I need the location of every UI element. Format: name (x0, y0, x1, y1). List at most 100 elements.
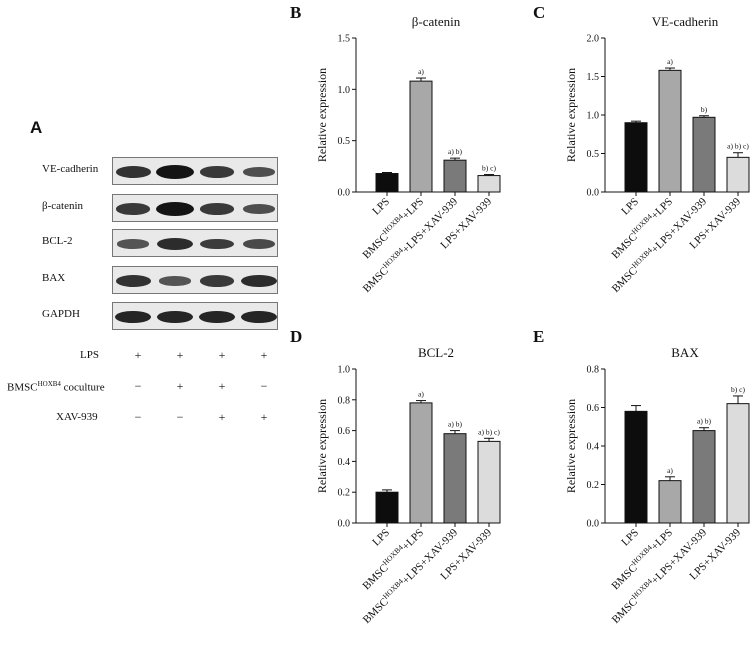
condition-mark: + (176, 379, 184, 393)
significance-label: b) c) (482, 164, 496, 173)
condition-mark: − (260, 379, 268, 393)
condition-mark: − (176, 410, 184, 424)
blot-strip (112, 302, 278, 330)
y-tick-label: 1.0 (338, 365, 351, 376)
blot-row-label: VE-cadherin (42, 163, 99, 175)
x-tick-label: LPS (370, 527, 392, 549)
significance-label: a) (667, 57, 673, 66)
blot-band (242, 239, 276, 249)
y-tick-label: 0.2 (338, 488, 351, 499)
bar (409, 80, 433, 193)
bar (726, 403, 750, 524)
significance-label: a) (418, 390, 424, 399)
blot-row-label: BCL-2 (42, 235, 73, 247)
significance-label: a) (418, 67, 424, 76)
condition-mark: + (218, 410, 226, 424)
chart-panel-e: E BAX 0.0 0.2 0.4 0.6 0.8 Relative expression LP… (533, 327, 750, 626)
bar (375, 491, 399, 524)
chart-title: β-catenin (412, 14, 461, 29)
chart-panel-c: C VE-cadherin 0.0 0.5 1.0 1.5 2.0 Relative expr… (533, 3, 750, 295)
bar (477, 175, 501, 193)
y-tick-label: 0.2 (587, 480, 600, 491)
y-tick-label: 0.8 (338, 395, 351, 406)
y-axis-label: Relative expression (564, 399, 578, 493)
y-tick-label: 0.4 (587, 442, 600, 453)
y-axis-label: Relative expression (315, 68, 329, 162)
blot-band (117, 239, 149, 249)
condition-mark: − (134, 379, 142, 393)
significance-label: a) (667, 466, 673, 475)
blot-band (115, 275, 151, 287)
panel-letter: E (533, 327, 544, 346)
bar (658, 69, 682, 193)
bar (409, 402, 433, 524)
blot-band (199, 166, 235, 178)
blot-band (115, 166, 151, 178)
blot-band (198, 310, 236, 324)
blot-band (159, 276, 191, 286)
condition-mark: + (260, 348, 268, 362)
condition-mark: + (134, 348, 142, 362)
blot-band (156, 165, 194, 179)
blot-row-label: GAPDH (42, 308, 80, 320)
significance-label: b) (701, 105, 708, 114)
significance-label: a) b) c) (727, 142, 749, 151)
blot-strip (112, 229, 278, 257)
blot-band (157, 237, 193, 251)
significance-label: a) b) (448, 147, 462, 156)
bar (443, 159, 467, 193)
blot-strip (112, 157, 278, 185)
blot-strip (112, 266, 278, 294)
blot-row-label: β-catenin (42, 200, 84, 212)
y-tick-label: 0.6 (587, 403, 600, 414)
y-tick-label: 0.0 (587, 188, 600, 199)
y-tick-label: 1.0 (338, 85, 351, 96)
blot-band (156, 202, 194, 216)
condition-label: XAV-939 (56, 411, 98, 423)
y-tick-label: 0.0 (338, 188, 351, 199)
bar (692, 116, 716, 193)
blot-band (241, 274, 277, 288)
chart-title: BCL-2 (418, 345, 454, 360)
y-tick-label: 0.6 (338, 426, 351, 437)
blot-row-label: BAX (42, 272, 66, 284)
blot-band (114, 310, 152, 324)
y-tick-label: 2.0 (587, 34, 600, 45)
y-axis-label: Relative expression (564, 68, 578, 162)
condition-mark: + (218, 348, 226, 362)
y-tick-label: 1.0 (587, 111, 600, 122)
y-tick-label: 1.5 (587, 72, 600, 83)
condition-mark: + (176, 348, 184, 362)
blot-band (115, 203, 151, 215)
bar (624, 410, 648, 524)
blot-band (156, 310, 194, 324)
bar (477, 440, 501, 524)
blot-band (199, 275, 235, 287)
chart-title: BAX (671, 345, 699, 360)
bar (624, 122, 648, 193)
significance-label: a) b) (697, 417, 711, 426)
panel-letter: D (290, 327, 302, 346)
bar (375, 173, 399, 193)
significance-label: b) c) (731, 385, 745, 394)
condition-label: BMSCHOXB4 coculture (7, 380, 105, 394)
y-tick-label: 0.4 (338, 457, 351, 468)
y-tick-label: 1.5 (338, 34, 351, 45)
panel-letter: C (533, 3, 545, 22)
blot-band (240, 310, 277, 324)
bar (726, 156, 750, 193)
blot-band (243, 167, 275, 177)
blot-band (199, 203, 235, 215)
blot-band (243, 204, 275, 214)
blot-strip (112, 194, 278, 222)
significance-label: a) b) c) (478, 427, 500, 436)
condition-label: LPS (80, 349, 99, 361)
x-tick-label: LPS (370, 196, 392, 218)
panel-letter: B (290, 3, 301, 22)
blot-band (200, 238, 234, 250)
x-tick-label: LPS (619, 527, 641, 549)
y-axis-label: Relative expression (315, 399, 329, 493)
x-tick-label: LPS (619, 196, 641, 218)
